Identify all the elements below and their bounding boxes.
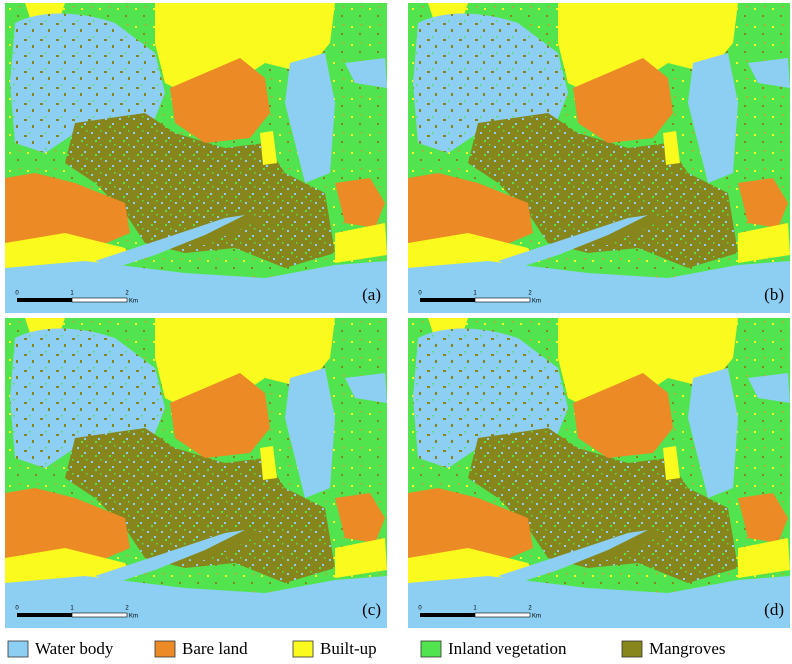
map-panel: 0 1 2Km (c) [5, 318, 387, 628]
map-panel: 0 1 2Km (a) [5, 3, 387, 313]
panel-label: (a) [362, 285, 381, 304]
legend-label: Bare land [182, 639, 248, 658]
scale-unit: Km [532, 299, 541, 305]
legend-label: Water body [35, 639, 114, 658]
scale-bar-black [420, 613, 475, 617]
scale-label: 1 [473, 606, 477, 612]
land-cover-map [408, 3, 790, 313]
legend-swatch [621, 640, 643, 658]
legend-swatch [154, 640, 176, 658]
scale-label: 1 [473, 291, 477, 297]
legend-swatch [7, 640, 29, 658]
scale-label: 0 [15, 606, 19, 612]
legend-swatch [420, 640, 442, 658]
panel-label: (d) [764, 600, 784, 619]
map-panel: 0 1 2Km (d) [408, 318, 790, 628]
scale-bar-black [420, 298, 475, 302]
scale-bar-white [71, 297, 128, 303]
legend-label: Built-up [320, 639, 377, 658]
legend-label: Mangroves [649, 639, 725, 658]
scale-bar-black [17, 613, 72, 617]
scale-label: 1 [70, 606, 74, 612]
scale-bar-white [474, 297, 531, 303]
scale-label: 2 [528, 291, 532, 297]
scale-label: 2 [125, 606, 129, 612]
legend-swatch [292, 640, 314, 658]
scale-unit: Km [532, 614, 541, 620]
land-cover-map [5, 3, 387, 313]
scale-label: 2 [528, 606, 532, 612]
scale-label: 0 [15, 291, 19, 297]
land-cover-map [408, 318, 790, 628]
scale-bar-white [474, 612, 531, 618]
map-panel: 0 1 2Km (b) [408, 3, 790, 313]
panel-label: (b) [764, 285, 784, 304]
scale-bar-black [17, 298, 72, 302]
scale-bar-white [71, 612, 128, 618]
scale-label: 0 [418, 291, 422, 297]
panel-label: (c) [362, 600, 381, 619]
land-cover-map [5, 318, 387, 628]
scale-label: 2 [125, 291, 129, 297]
scale-unit: Km [129, 614, 138, 620]
scale-label: 0 [418, 606, 422, 612]
legend-label: Inland vegetation [448, 639, 567, 658]
scale-label: 1 [70, 291, 74, 297]
scale-unit: Km [129, 299, 138, 305]
